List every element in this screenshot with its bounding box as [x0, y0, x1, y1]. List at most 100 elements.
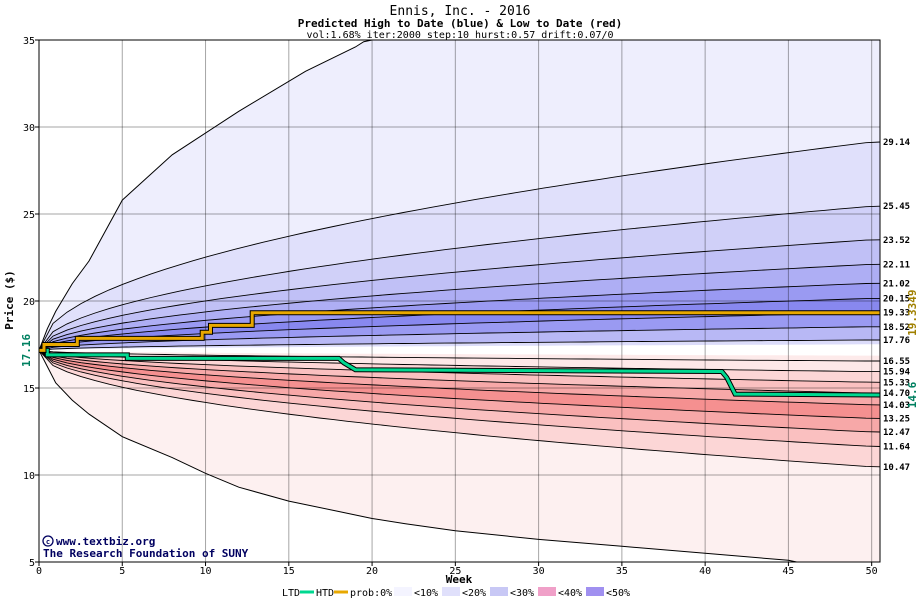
- band-high-3: [39, 239, 880, 351]
- right-value-label: 11.64: [883, 442, 911, 452]
- x-tick-label: 35: [616, 566, 628, 577]
- value-labels: 29.14 25.45 23.52 22.11 21.02 20.15 19.33 18.52…: [20, 138, 919, 473]
- quantile-line-13: [38, 349, 881, 406]
- quantile-line-16: [38, 350, 881, 447]
- legend-prob-label: prob:0%: [350, 588, 392, 599]
- quantile-line-12: [38, 349, 881, 394]
- band-high-5: [39, 283, 880, 351]
- quantile-line-0: [38, 141, 881, 351]
- y-tick-label: 25: [23, 210, 35, 221]
- band-low-outer: [39, 350, 880, 562]
- right-value-label: 12.47: [883, 428, 910, 438]
- x-tick-label: 15: [283, 566, 295, 577]
- right-value-label: 29.14: [883, 138, 911, 148]
- right-value-label: 17.76: [883, 336, 910, 346]
- legend-bin-swatch: [490, 587, 508, 596]
- x-tick-label: 20: [366, 566, 378, 577]
- right-value-label: 20.15: [883, 294, 910, 304]
- band-high-4: [39, 264, 880, 351]
- band-low-3: [39, 350, 880, 405]
- low-to-date-value-label: 14.6: [906, 381, 919, 408]
- band-low-inner: [39, 350, 880, 361]
- x-tick-label: 10: [200, 566, 212, 577]
- right-value-label: 16.55: [883, 357, 910, 367]
- band-high-inner: [39, 340, 880, 351]
- y-tick-label: 20: [23, 297, 35, 308]
- quantile-line-11: [38, 349, 881, 383]
- x-tick-label: 30: [533, 566, 545, 577]
- band-high-8: [39, 326, 880, 351]
- quantile-line-17: [38, 350, 881, 468]
- x-tick-label: 45: [782, 566, 794, 577]
- right-value-label: 14.70: [883, 389, 910, 399]
- band-high-1: [39, 142, 880, 351]
- x-tick-label: 5: [119, 566, 125, 577]
- x-tick-label: 0: [36, 566, 42, 577]
- right-value-label: 15.33: [883, 378, 910, 388]
- band-low-5: [39, 350, 880, 432]
- band-high-0: [39, 40, 880, 351]
- x-tick-label: 40: [699, 566, 711, 577]
- copyright-glyph: c: [46, 538, 50, 546]
- y-tick-label: 35: [23, 36, 35, 47]
- quantile-line-14: [38, 350, 881, 419]
- y-tick-label: 5: [29, 558, 35, 569]
- high-to-date-value-label: 19.3349: [906, 289, 919, 335]
- legend-bin-swatch: [538, 587, 556, 596]
- quantile-line-3: [38, 263, 881, 351]
- legend-bin-label: <20%: [462, 588, 486, 599]
- outer-low-line: [38, 350, 797, 563]
- outer-high-line: [38, 39, 373, 351]
- quantile-line-15: [38, 350, 881, 433]
- right-value-label: 10.47: [883, 463, 910, 473]
- band-low-1: [39, 350, 880, 383]
- right-value-label: 19.33: [883, 309, 910, 319]
- legend-bin-label: <40%: [558, 588, 582, 599]
- quantile-line-6: [38, 312, 881, 351]
- chart-subtitle: Predicted High to Date (blue) & Low to D…: [298, 17, 623, 30]
- legend-ltd-label: LTD: [282, 588, 300, 599]
- high-to-date-line: [39, 311, 880, 352]
- band-low-7: [39, 350, 880, 467]
- start-price-label: 17.16: [20, 333, 33, 366]
- y-tick-label: 10: [23, 471, 35, 482]
- y-axis-label: Price ($): [3, 270, 16, 330]
- watermark-org: The Research Foundation of SUNY: [43, 547, 249, 560]
- legend-bin-swatch: [442, 587, 460, 596]
- x-tick-label: 25: [449, 566, 461, 577]
- right-value-label: 18.52: [883, 323, 910, 333]
- y-tick-label: 30: [23, 123, 35, 134]
- quantile-line-8: [38, 339, 880, 351]
- copyright-icon: [42, 535, 54, 547]
- low-to-date-line: [39, 348, 881, 397]
- chart-title: Ennis, Inc. - 2016: [390, 4, 531, 19]
- band-low-6: [39, 350, 880, 447]
- chart-params: vol:1.68% iter:2000 step:10 hurst:0.57 d…: [306, 30, 613, 41]
- quantile-line-1: [38, 205, 881, 351]
- series-lines: [38, 39, 881, 563]
- band-low-4: [39, 350, 880, 419]
- legend-bin-label: <10%: [414, 588, 438, 599]
- right-value-label: 13.25: [883, 414, 910, 424]
- right-value-label: 22.11: [883, 260, 910, 270]
- y-tick-label: 15: [23, 384, 35, 395]
- quantile-line-9: [38, 349, 880, 362]
- quantile-line-4: [38, 282, 881, 351]
- watermark: c www.textbiz.org The Research Foundatio…: [42, 535, 249, 560]
- legend: LTD HTD prob:0% <10% <20% <30% <40% <50%: [282, 587, 630, 599]
- legend-bin-swatch: [586, 587, 604, 596]
- band-low-2: [39, 350, 880, 394]
- band-high-2: [39, 206, 880, 351]
- right-value-label: 21.02: [883, 279, 910, 289]
- legend-bin-swatch: [394, 587, 412, 596]
- right-value-label: 15.94: [883, 368, 911, 378]
- right-value-label: 25.45: [883, 202, 910, 212]
- legend-bin-label: <30%: [510, 588, 534, 599]
- quantile-line-2: [38, 239, 881, 351]
- x-tick-label: 50: [866, 566, 878, 577]
- right-value-label: 23.52: [883, 236, 910, 246]
- x-axis-label: Week: [446, 573, 473, 586]
- watermark-url: www.textbiz.org: [56, 535, 155, 548]
